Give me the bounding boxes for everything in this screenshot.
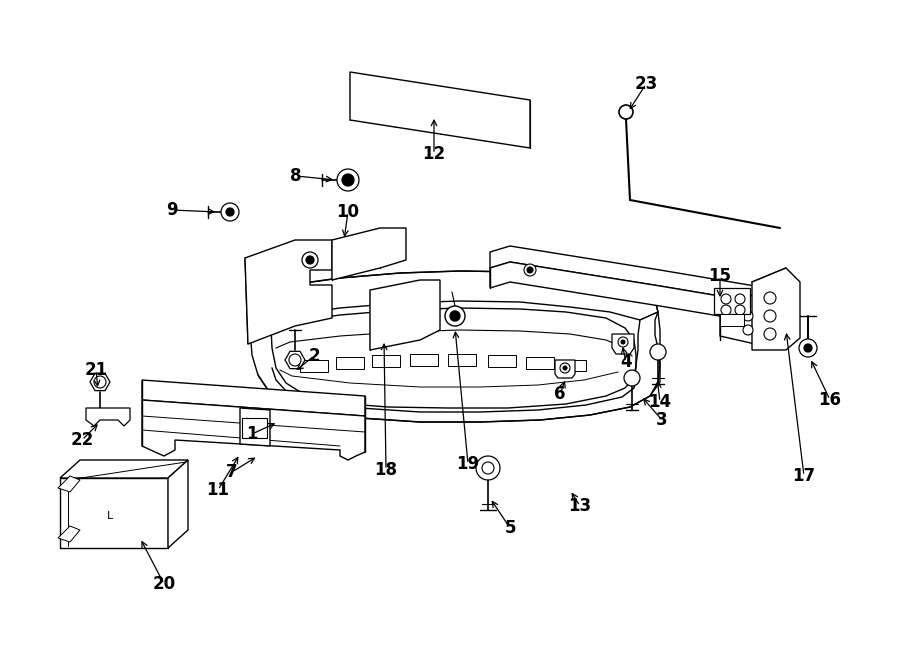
Circle shape [226,208,234,216]
Polygon shape [350,72,530,148]
Polygon shape [142,380,365,416]
Polygon shape [248,271,658,330]
Polygon shape [240,408,270,446]
Circle shape [342,174,354,186]
Text: 20: 20 [152,575,176,593]
Circle shape [743,311,753,321]
Bar [714,288,750,314]
Text: 11: 11 [206,481,230,499]
Circle shape [476,456,500,480]
Text: 9: 9 [166,201,178,219]
Circle shape [560,363,570,373]
Text: 10: 10 [337,203,359,221]
Circle shape [337,169,359,191]
Bar [336,357,364,369]
Circle shape [799,339,817,357]
Polygon shape [720,290,780,344]
Polygon shape [248,310,660,422]
Bar [488,355,516,367]
Polygon shape [245,240,332,344]
Text: 21: 21 [85,361,108,379]
Circle shape [445,306,465,326]
Text: 18: 18 [374,461,398,479]
Bar [526,357,554,369]
Text: 12: 12 [422,145,446,163]
Circle shape [306,256,314,264]
Polygon shape [332,228,406,280]
Polygon shape [285,352,305,369]
Bar [720,314,744,326]
Circle shape [721,305,731,315]
Polygon shape [555,360,575,378]
Text: 8: 8 [290,167,302,185]
Polygon shape [142,400,365,460]
Circle shape [735,305,745,315]
Circle shape [650,344,666,360]
Bar [410,354,438,366]
Text: 4: 4 [620,353,632,371]
Circle shape [527,267,533,273]
Circle shape [619,105,633,119]
Circle shape [764,328,776,340]
Polygon shape [60,460,188,478]
Circle shape [764,310,776,322]
Circle shape [563,366,567,370]
Text: 23: 23 [634,75,658,93]
Text: 2: 2 [308,347,320,365]
Text: 16: 16 [818,391,842,409]
Text: 22: 22 [70,431,94,449]
Text: 14: 14 [648,393,671,411]
Circle shape [221,203,239,221]
Circle shape [94,376,106,388]
Circle shape [618,337,628,347]
Polygon shape [90,373,110,391]
Polygon shape [490,262,755,322]
Circle shape [621,340,625,344]
Polygon shape [168,460,188,548]
Circle shape [302,252,318,268]
Circle shape [735,294,745,304]
Polygon shape [612,334,634,354]
Text: 3: 3 [656,411,668,429]
Circle shape [804,344,812,352]
Circle shape [743,325,753,335]
Polygon shape [58,526,80,542]
Bar [372,355,400,367]
Text: L: L [107,511,113,521]
Text: 6: 6 [554,385,566,403]
Text: 7: 7 [226,463,238,481]
Bar [562,360,586,371]
Circle shape [450,311,460,321]
Polygon shape [58,476,80,492]
Circle shape [624,370,640,386]
Polygon shape [370,280,440,350]
Polygon shape [60,478,168,548]
Text: 15: 15 [708,267,732,285]
Text: 5: 5 [504,519,516,537]
Polygon shape [86,408,130,426]
Bar [448,354,476,366]
Circle shape [524,264,536,276]
Circle shape [721,294,731,304]
Text: 13: 13 [569,497,591,515]
Bar [242,418,267,438]
Text: 19: 19 [456,455,480,473]
Polygon shape [752,268,800,350]
Bar [300,360,328,372]
Polygon shape [490,246,755,302]
Circle shape [764,292,776,304]
Text: 17: 17 [792,467,815,485]
Circle shape [289,354,301,366]
Text: 1: 1 [247,425,257,443]
